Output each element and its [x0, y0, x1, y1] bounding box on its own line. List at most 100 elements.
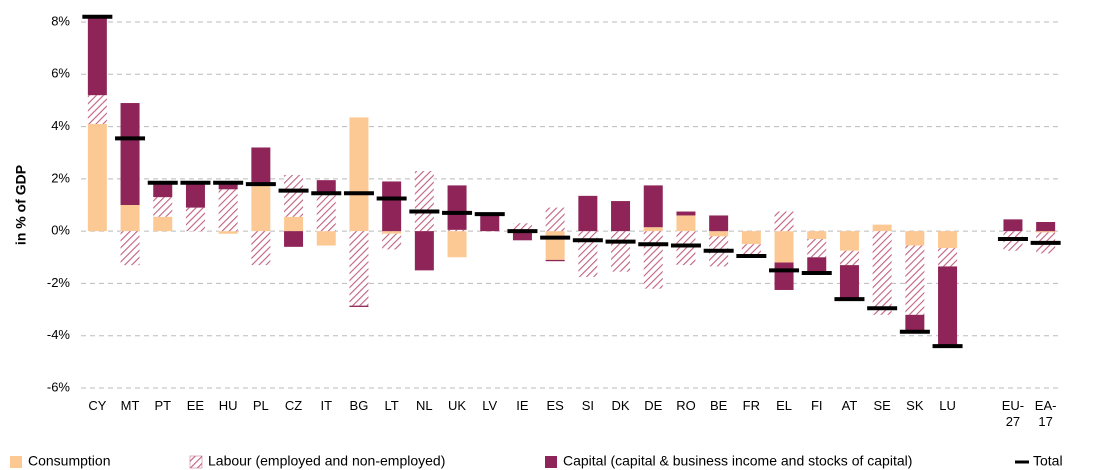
bar-segment	[87, 16, 107, 96]
x-tick-label-box: SI	[582, 398, 594, 413]
bar-segment	[153, 197, 173, 217]
bar-segment	[447, 185, 467, 230]
bar-segment	[349, 117, 369, 232]
bar-segment	[938, 231, 958, 249]
bar-segment	[349, 231, 369, 306]
x-tick-label-box: EU-27	[1001, 398, 1025, 429]
bar-segment	[218, 181, 238, 190]
x-tick-label-box: AT	[841, 398, 858, 413]
x-tick-label: BE	[709, 398, 728, 413]
bar-segment	[709, 231, 729, 237]
x-tick-label: IT	[320, 398, 333, 413]
legend-label: Labour (employed and non-employed)	[208, 453, 445, 469]
bar-segment	[251, 231, 271, 266]
bar-segment	[839, 265, 859, 300]
y-tick-label: -4%	[47, 327, 71, 342]
bar-segment	[741, 244, 761, 256]
x-tick-label: LT	[384, 398, 399, 413]
bar-segment	[218, 189, 238, 232]
bar-segment	[905, 314, 925, 331]
bar-segment	[545, 259, 565, 262]
x-tick-label: SK	[906, 398, 924, 413]
bar-segment	[447, 231, 467, 258]
bar-segment	[414, 231, 434, 271]
bar-segment	[807, 231, 827, 239]
bar-segment	[1036, 231, 1056, 233]
bar-segment	[251, 182, 271, 232]
bar-segment	[611, 201, 631, 232]
x-tick-label-box: EL	[776, 398, 792, 413]
x-tick-label: PT	[154, 398, 172, 413]
x-tick-label-box: SE	[873, 398, 891, 413]
x-tick-label-box: EE	[187, 398, 204, 413]
x-tick-label-box: LV	[482, 398, 497, 413]
bar-segment	[774, 231, 794, 263]
x-tick-label: DK	[611, 398, 630, 413]
y-tick-label: 8%	[51, 13, 70, 28]
bar-segment	[382, 181, 402, 232]
bar-segment	[87, 123, 107, 232]
bar-segment	[1036, 221, 1056, 232]
bar-segment	[709, 215, 729, 232]
bar-segment	[938, 248, 958, 267]
x-tick-label: UK	[448, 398, 467, 413]
bar-segment	[120, 231, 140, 266]
x-tick-label: ES	[546, 398, 564, 413]
bar-segment	[643, 227, 663, 232]
x-tick-label-box: ES	[546, 398, 564, 413]
x-tick-label: EU-27	[1001, 398, 1025, 429]
x-tick-label: SE	[873, 398, 891, 413]
bar-segment	[676, 211, 696, 216]
x-tick-label: EA-17	[1034, 398, 1057, 429]
x-tick-label-box: UK	[448, 398, 467, 413]
bar-segment	[218, 231, 238, 234]
legend-label: Capital (capital & business income and s…	[563, 453, 912, 469]
x-tick-label-box: MT	[120, 398, 140, 413]
x-tick-label-box: LT	[384, 398, 399, 413]
x-tick-label-box: FR	[742, 398, 761, 413]
x-tick-label: MT	[120, 398, 140, 413]
bar-segment	[87, 95, 107, 124]
bar-segment	[807, 257, 827, 273]
x-tick-label-box: DK	[611, 398, 630, 413]
y-tick-label: -2%	[47, 275, 71, 290]
x-tick-label: AT	[841, 398, 858, 413]
bar-segment	[938, 266, 958, 345]
bar-segment	[807, 238, 827, 258]
x-tick-label-box: RO	[676, 398, 696, 413]
x-tick-label: IE	[516, 398, 529, 413]
bar-segment	[185, 181, 205, 208]
bar-segment	[153, 216, 173, 232]
y-axis-label: in % of GDP	[13, 165, 29, 245]
bar-segment	[578, 195, 598, 232]
bar-segment	[643, 185, 663, 228]
x-tick-label-box: LU	[939, 398, 956, 413]
legend-swatch	[189, 455, 203, 469]
bar-segment	[676, 231, 696, 266]
x-tick-label: FR	[742, 398, 761, 413]
y-tick-label: 4%	[51, 118, 70, 133]
bar-segment	[839, 250, 859, 266]
x-tick-label-box: FI	[810, 398, 823, 413]
x-tick-label-box: DE	[644, 398, 662, 413]
x-tick-label-box: BE	[709, 398, 728, 413]
bar-segment	[905, 245, 925, 315]
bar-segment	[120, 103, 140, 205]
bar-segment	[251, 147, 271, 183]
bar-segment	[872, 224, 892, 232]
x-tick-label-box: IT	[320, 398, 333, 413]
bar-segment	[774, 211, 794, 232]
x-tick-label: FI	[810, 398, 823, 413]
x-tick-label: NL	[416, 398, 433, 413]
x-tick-label-box: EA-17	[1034, 398, 1057, 429]
x-tick-label: RO	[676, 398, 696, 413]
bar-segment	[545, 207, 565, 232]
legend-swatch	[545, 456, 557, 468]
x-tick-label-box: PL	[253, 398, 269, 413]
bar-segment	[578, 231, 598, 277]
bar-segment	[512, 231, 532, 241]
bar-segment	[741, 231, 761, 245]
legend-swatch	[10, 456, 22, 468]
bar-segment	[643, 231, 663, 289]
